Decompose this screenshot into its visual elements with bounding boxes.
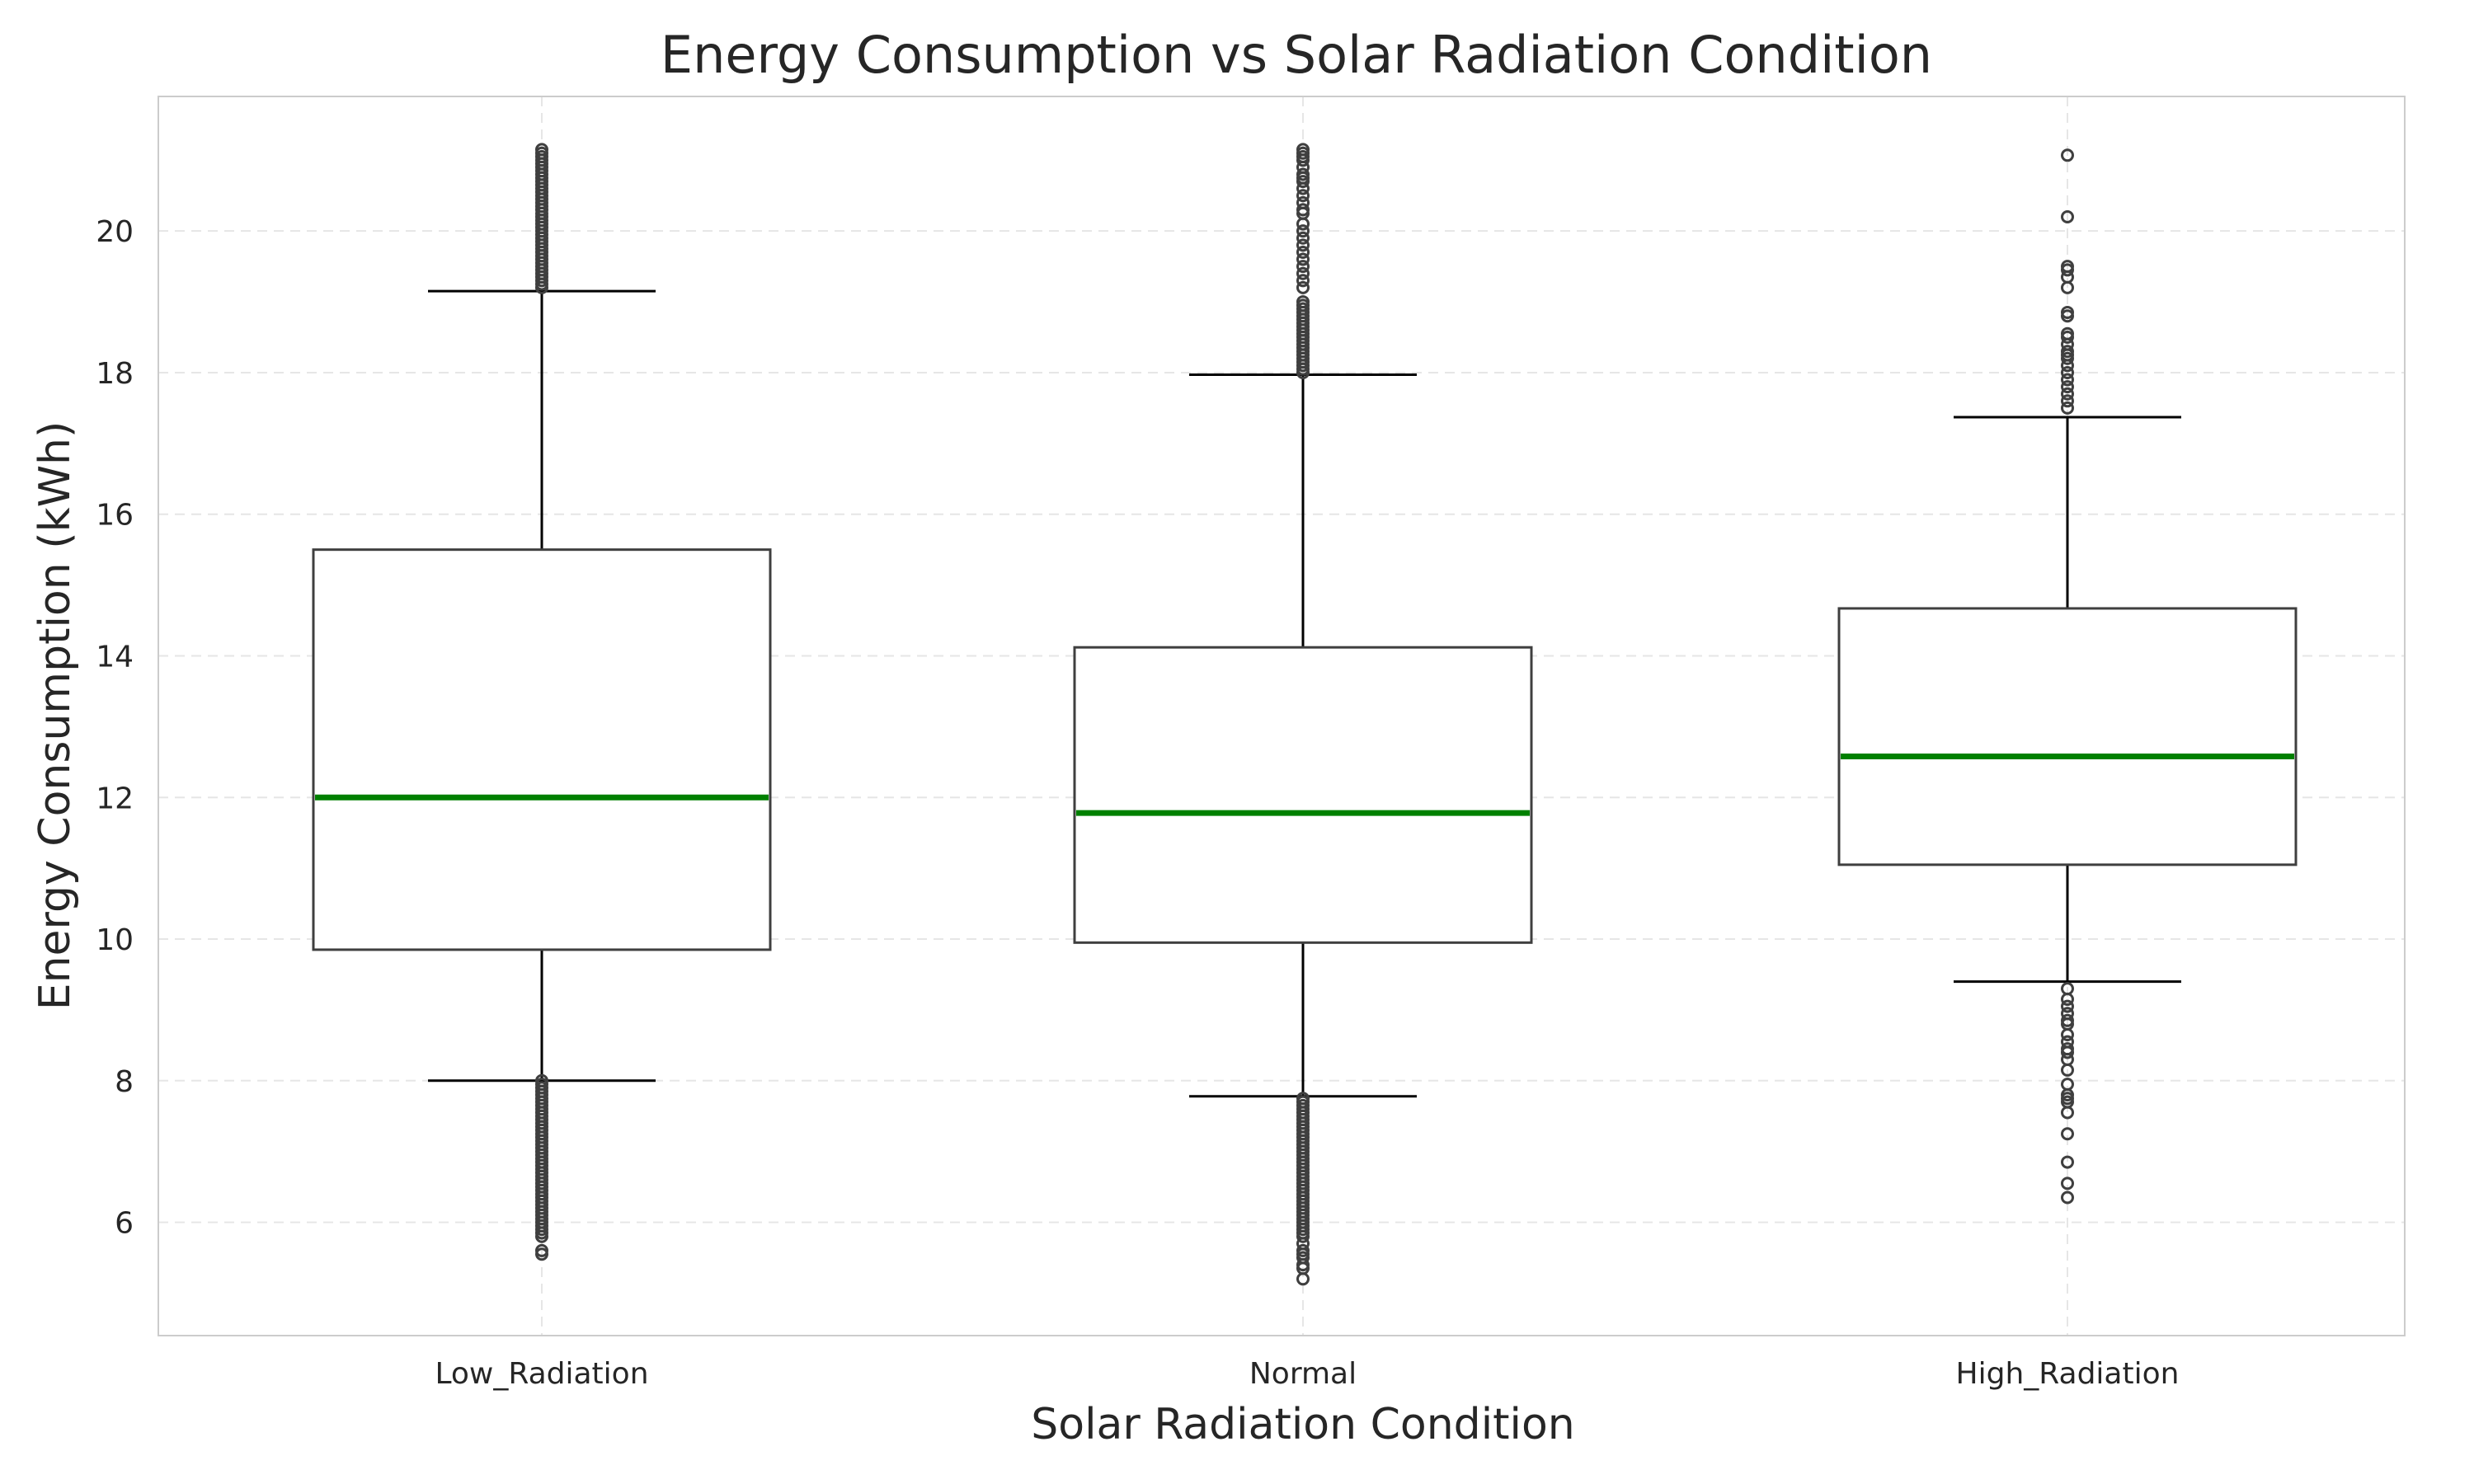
outlier-point	[2061, 1027, 2074, 1041]
outlier-point	[1296, 167, 1310, 181]
box-group-high-radiation	[1837, 148, 2298, 1205]
outlier-point	[2061, 373, 2074, 387]
outlier-point	[1296, 203, 1310, 217]
outlier-point	[2061, 1155, 2074, 1169]
outlier-point	[1296, 252, 1310, 266]
chart-title: Energy Consumption vs Solar Radiation Co…	[661, 25, 1932, 85]
outlier-point	[2061, 1127, 2074, 1141]
outlier-point	[1296, 238, 1310, 252]
x-tick-label: High_Radiation	[1956, 1357, 2180, 1391]
outlier-point	[1296, 224, 1310, 238]
outlier-point	[2061, 365, 2074, 379]
outlier-point	[2061, 993, 2074, 1007]
outlier-point	[1296, 280, 1310, 294]
outlier-point	[535, 1247, 548, 1261]
outlier-point	[2061, 1106, 2074, 1120]
outlier-point	[2061, 394, 2074, 408]
outlier-point	[2061, 401, 2074, 415]
outlier-point	[1296, 189, 1310, 203]
x-tick-label: Low_Radiation	[435, 1357, 648, 1391]
box-group-low-radiation	[312, 143, 772, 1261]
y-tick-label: 6	[115, 1207, 134, 1241]
y-tick-label: 8	[115, 1065, 134, 1099]
iqr-box	[312, 548, 772, 951]
y-tick-label: 18	[96, 357, 134, 391]
outlier-point	[1296, 295, 1310, 309]
outlier-point	[1296, 1229, 1310, 1243]
outlier-point	[2061, 1176, 2074, 1190]
y-tick-label: 14	[96, 640, 134, 674]
outlier-point	[1296, 266, 1310, 280]
ticks-layer: 6 8 10 12 14 16 18 20 Low_Radiation Normal High_Ra…	[96, 215, 2179, 1391]
outlier-point	[2061, 380, 2074, 394]
outlier-point	[1296, 195, 1310, 209]
outlier-point	[535, 143, 548, 157]
y-tick-label: 16	[96, 499, 134, 533]
box-group-normal	[1073, 143, 1533, 1286]
y-tick-label: 12	[96, 782, 134, 815]
outlier-point	[2061, 210, 2074, 224]
outlier-point	[1296, 231, 1310, 245]
boxes-layer	[312, 143, 2298, 1286]
iqr-box	[1073, 646, 1533, 944]
outlier-point	[2061, 999, 2074, 1013]
outlier-point	[2061, 1045, 2074, 1059]
outlier-point	[2061, 1190, 2074, 1205]
outlier-point	[2061, 305, 2074, 319]
outlier-point	[1296, 260, 1310, 274]
outlier-point	[2061, 345, 2074, 359]
outlier-point	[1296, 245, 1310, 259]
outlier-point	[2061, 326, 2074, 340]
outlier-point	[1296, 143, 1310, 157]
x-tick-label: Normal	[1249, 1357, 1357, 1391]
plot-frame	[158, 96, 2406, 1336]
outlier-point	[1296, 274, 1310, 288]
y-axis-label: Energy Consumption (kWh)	[31, 421, 80, 1011]
y-tick-label: 20	[96, 215, 134, 249]
outlier-point	[2061, 1063, 2074, 1077]
outlier-point	[535, 1229, 548, 1243]
outlier-point	[1296, 1272, 1310, 1286]
outlier-point	[2061, 148, 2074, 162]
y-tick-label: 10	[96, 923, 134, 957]
outlier-point	[2061, 387, 2074, 401]
outlier-point	[2061, 260, 2074, 274]
x-axis-label: Solar Radiation Condition	[1031, 1400, 1575, 1449]
iqr-box	[1837, 607, 2298, 866]
